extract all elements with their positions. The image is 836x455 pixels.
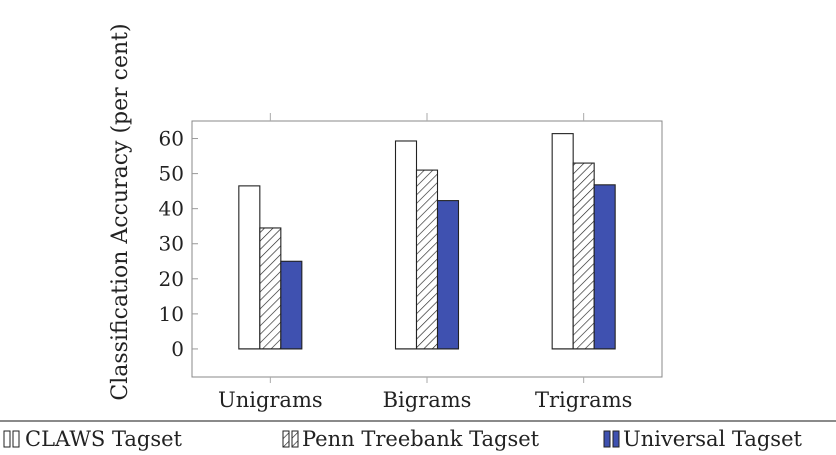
- category-labels: Unigrams Bigrams Trigrams: [218, 388, 632, 412]
- bar: [572, 162, 595, 350]
- legend-swatch-claws-1: [3, 430, 11, 448]
- legend-item-claws: CLAWS Tagset: [3, 427, 183, 451]
- x-tick-label: Unigrams: [218, 388, 323, 412]
- legend-item-universal: Universal Tagset: [603, 427, 803, 451]
- y-tick-label: 20: [159, 267, 184, 291]
- bar: [593, 184, 616, 350]
- y-tick-label: 50: [159, 162, 184, 186]
- y-axis-label: Classification Accuracy (per cent): [108, 23, 133, 400]
- y-tick-label: 30: [159, 232, 184, 256]
- bars: [238, 133, 616, 350]
- y-tick-label: 0: [171, 337, 184, 361]
- legend: CLAWS Tagset Penn Treebank Tagset Univer…: [0, 420, 836, 451]
- legend-swatch-penn-1: [282, 430, 290, 448]
- bar: [238, 185, 261, 350]
- bar: [259, 227, 282, 350]
- legend-swatch-claws-2: [12, 430, 20, 448]
- bar: [436, 200, 460, 350]
- legend-swatch-universal-1: [603, 430, 611, 448]
- legend-swatch-penn-2: [291, 430, 299, 448]
- y-tick-label: 40: [159, 197, 184, 221]
- legend-label-penn: Penn Treebank Tagset: [302, 427, 540, 451]
- legend-item-penn: Penn Treebank Tagset: [282, 427, 540, 451]
- x-tick-label: Bigrams: [383, 388, 472, 412]
- legend-label-universal: Universal Tagset: [623, 427, 803, 451]
- y-tick-label: 10: [159, 302, 184, 326]
- bar: [415, 169, 439, 350]
- bar: [280, 260, 303, 350]
- legend-label-claws: CLAWS Tagset: [25, 427, 183, 451]
- y-tick-label: 60: [159, 127, 184, 151]
- bar: [551, 133, 574, 350]
- x-tick-label: Trigrams: [535, 388, 632, 412]
- legend-swatch-universal-2: [612, 430, 620, 448]
- bar: [394, 140, 418, 350]
- axes: 0 10 20 30 40 50 60: [159, 113, 663, 383]
